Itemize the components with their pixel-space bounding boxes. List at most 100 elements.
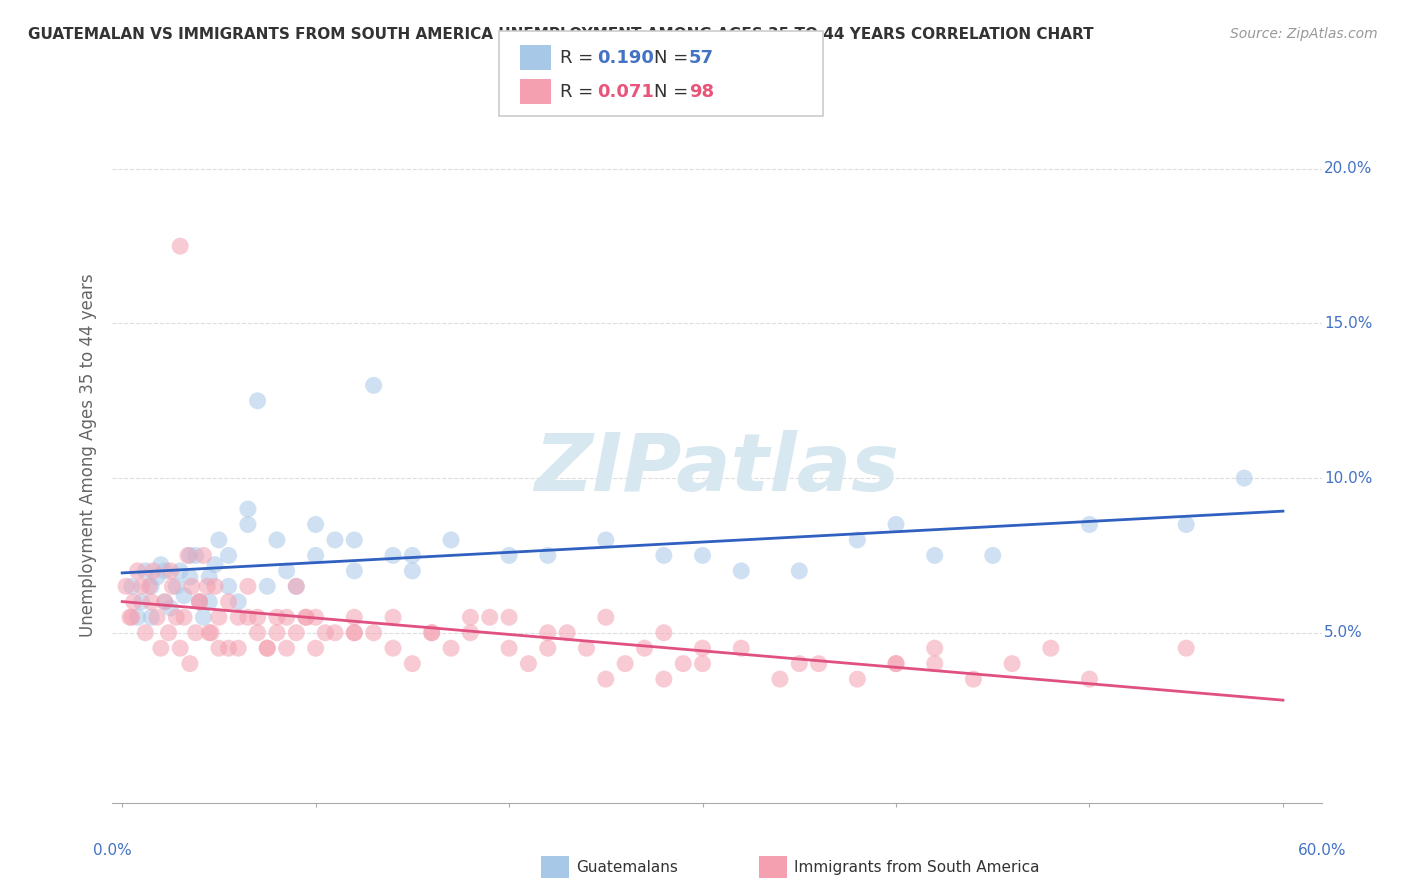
Point <box>730 564 752 578</box>
Text: 0.0%: 0.0% <box>93 843 132 858</box>
Point <box>226 595 249 609</box>
Point <box>153 595 176 609</box>
Point <box>787 564 810 578</box>
Point <box>1233 471 1256 485</box>
Point <box>575 641 598 656</box>
Point <box>236 610 259 624</box>
Point <box>165 579 187 593</box>
Point <box>184 549 207 563</box>
Text: Source: ZipAtlas.com: Source: ZipAtlas.com <box>1230 27 1378 41</box>
Point <box>246 393 269 408</box>
Text: 98: 98 <box>689 83 714 101</box>
Point <box>198 595 221 609</box>
Point <box>304 610 326 624</box>
Point <box>188 595 211 609</box>
Point <box>498 549 520 563</box>
Point <box>595 533 617 547</box>
Point <box>179 549 201 563</box>
Point <box>115 579 138 593</box>
Point <box>169 239 191 253</box>
Point <box>343 533 366 547</box>
Point <box>924 549 946 563</box>
Point <box>157 625 180 640</box>
Point <box>188 595 211 609</box>
Point <box>276 564 298 578</box>
Point <box>131 595 153 609</box>
Text: 5.0%: 5.0% <box>1324 625 1362 640</box>
Point <box>246 610 269 624</box>
Point <box>179 570 201 584</box>
Point <box>266 610 288 624</box>
Point <box>138 579 160 593</box>
Y-axis label: Unemployment Among Ages 35 to 44 years: Unemployment Among Ages 35 to 44 years <box>79 273 97 637</box>
Point <box>314 625 336 640</box>
Point <box>159 564 181 578</box>
Point <box>173 610 195 624</box>
Point <box>218 549 240 563</box>
Point <box>141 579 163 593</box>
Point <box>122 595 145 609</box>
Point <box>343 625 366 640</box>
Point <box>134 564 156 578</box>
Point <box>127 564 149 578</box>
Point <box>924 657 946 671</box>
Point <box>1039 641 1062 656</box>
Text: 20.0%: 20.0% <box>1324 161 1372 177</box>
Point <box>256 641 278 656</box>
Point <box>226 641 249 656</box>
Point <box>193 610 215 624</box>
Text: N =: N = <box>654 83 693 101</box>
Point <box>460 610 482 624</box>
Text: R =: R = <box>560 49 599 67</box>
Text: 15.0%: 15.0% <box>1324 316 1372 331</box>
Point <box>498 610 520 624</box>
Point <box>169 564 191 578</box>
Point <box>149 641 172 656</box>
Point <box>440 641 463 656</box>
Point <box>295 610 318 624</box>
Text: 10.0%: 10.0% <box>1324 471 1372 485</box>
Point <box>131 579 153 593</box>
Text: N =: N = <box>654 49 693 67</box>
Point <box>285 579 308 593</box>
Text: 60.0%: 60.0% <box>1298 843 1346 858</box>
Point <box>179 657 201 671</box>
Point <box>363 378 385 392</box>
Point <box>121 610 143 624</box>
Point <box>537 549 560 563</box>
Point <box>134 625 156 640</box>
Point <box>188 595 211 609</box>
Point <box>246 625 269 640</box>
Point <box>440 533 463 547</box>
Point <box>149 558 172 572</box>
Point <box>153 564 176 578</box>
Point <box>200 625 222 640</box>
Point <box>595 610 617 624</box>
Point <box>692 641 714 656</box>
Point <box>204 579 226 593</box>
Text: 0.071: 0.071 <box>598 83 654 101</box>
Point <box>195 579 218 593</box>
Point <box>807 657 830 671</box>
Point <box>208 641 231 656</box>
Point <box>173 589 195 603</box>
Point <box>420 625 443 640</box>
Point <box>363 625 385 640</box>
Point <box>226 610 249 624</box>
Point <box>118 610 141 624</box>
Point <box>672 657 695 671</box>
Point <box>343 610 366 624</box>
Point <box>420 625 443 640</box>
Text: R =: R = <box>560 83 599 101</box>
Point <box>382 549 405 563</box>
Point <box>146 610 169 624</box>
Point <box>127 610 149 624</box>
Point <box>343 625 366 640</box>
Point <box>1175 517 1198 532</box>
Point <box>285 625 308 640</box>
Point <box>884 657 907 671</box>
Point <box>146 570 169 584</box>
Point <box>180 579 202 593</box>
Point <box>1078 517 1101 532</box>
Point <box>692 657 714 671</box>
